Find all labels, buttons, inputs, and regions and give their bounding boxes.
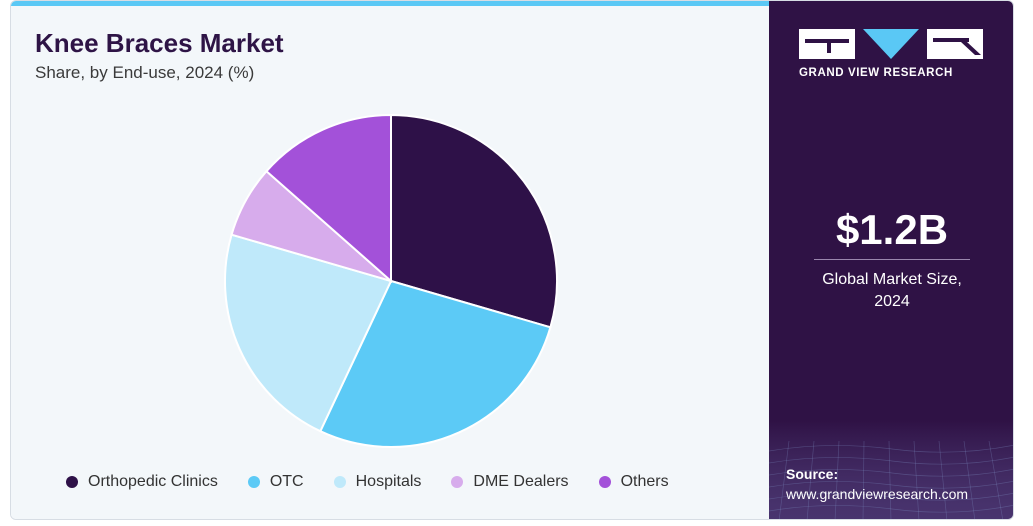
logo-v-icon [863,29,919,59]
top-accent-bar [11,1,769,6]
legend-label: Others [620,473,669,490]
decorative-mesh [769,421,1013,519]
brand-name: GRAND VIEW RESEARCH [799,67,953,79]
chart-panel: Knee Braces Market Share, by End-use, 20… [11,1,769,519]
legend-swatch [333,476,346,488]
legend-label: DME Dealers [473,473,569,490]
info-panel: GRAND VIEW RESEARCH $1.2B Global Market … [769,1,1013,519]
source-label: Source: [786,466,839,482]
source-link[interactable]: www.grandviewresearch.com [786,486,969,502]
market-size-value: $1.2B [835,206,949,253]
logo-g-icon [799,29,855,59]
pie-slice-orthopedic-clinics [390,113,558,329]
logo-r-icon [927,29,983,59]
logo-mark-icon [799,29,984,59]
brand-logo: GRAND VIEW RESEARCH [799,29,984,79]
legend-label: Hospitals [355,473,422,490]
chart-title: Knee Braces Market [35,28,284,58]
chart-legend: Orthopedic Clinics OTC Hospitals DME Dealer… [66,473,699,491]
pie-slice-others [265,113,392,284]
chart-card: Knee Braces Market Share, by End-use, 20… [10,0,1014,520]
legend-swatch [247,476,260,488]
market-size-label-line2: 2024 [874,293,910,310]
legend-swatch [66,476,78,488]
market-size-label: Global Market Size, 2024 [769,269,1013,313]
pie-chart [224,113,558,448]
legend-item-orthopedic-clinics: Orthopedic Clinics [66,473,218,491]
legend-item-otc: OTC [247,473,304,491]
legend-item-others: Others [598,473,669,491]
chart-subtitle: Share, by End-use, 2024 (%) [35,63,255,82]
legend-swatch [598,476,611,488]
legend-item-dme-dealers: DME Dealers [451,473,569,491]
legend-item-hospitals: Hospitals [333,473,422,491]
legend-label: OTC [269,473,304,490]
market-size-label-line1: Global Market Size, [822,271,962,288]
legend-label: Orthopedic Clinics [88,473,218,490]
legend-swatch [451,476,464,488]
divider [814,259,970,260]
pie-slice-hospitals [224,233,393,433]
pie-slice-otc [318,279,552,448]
